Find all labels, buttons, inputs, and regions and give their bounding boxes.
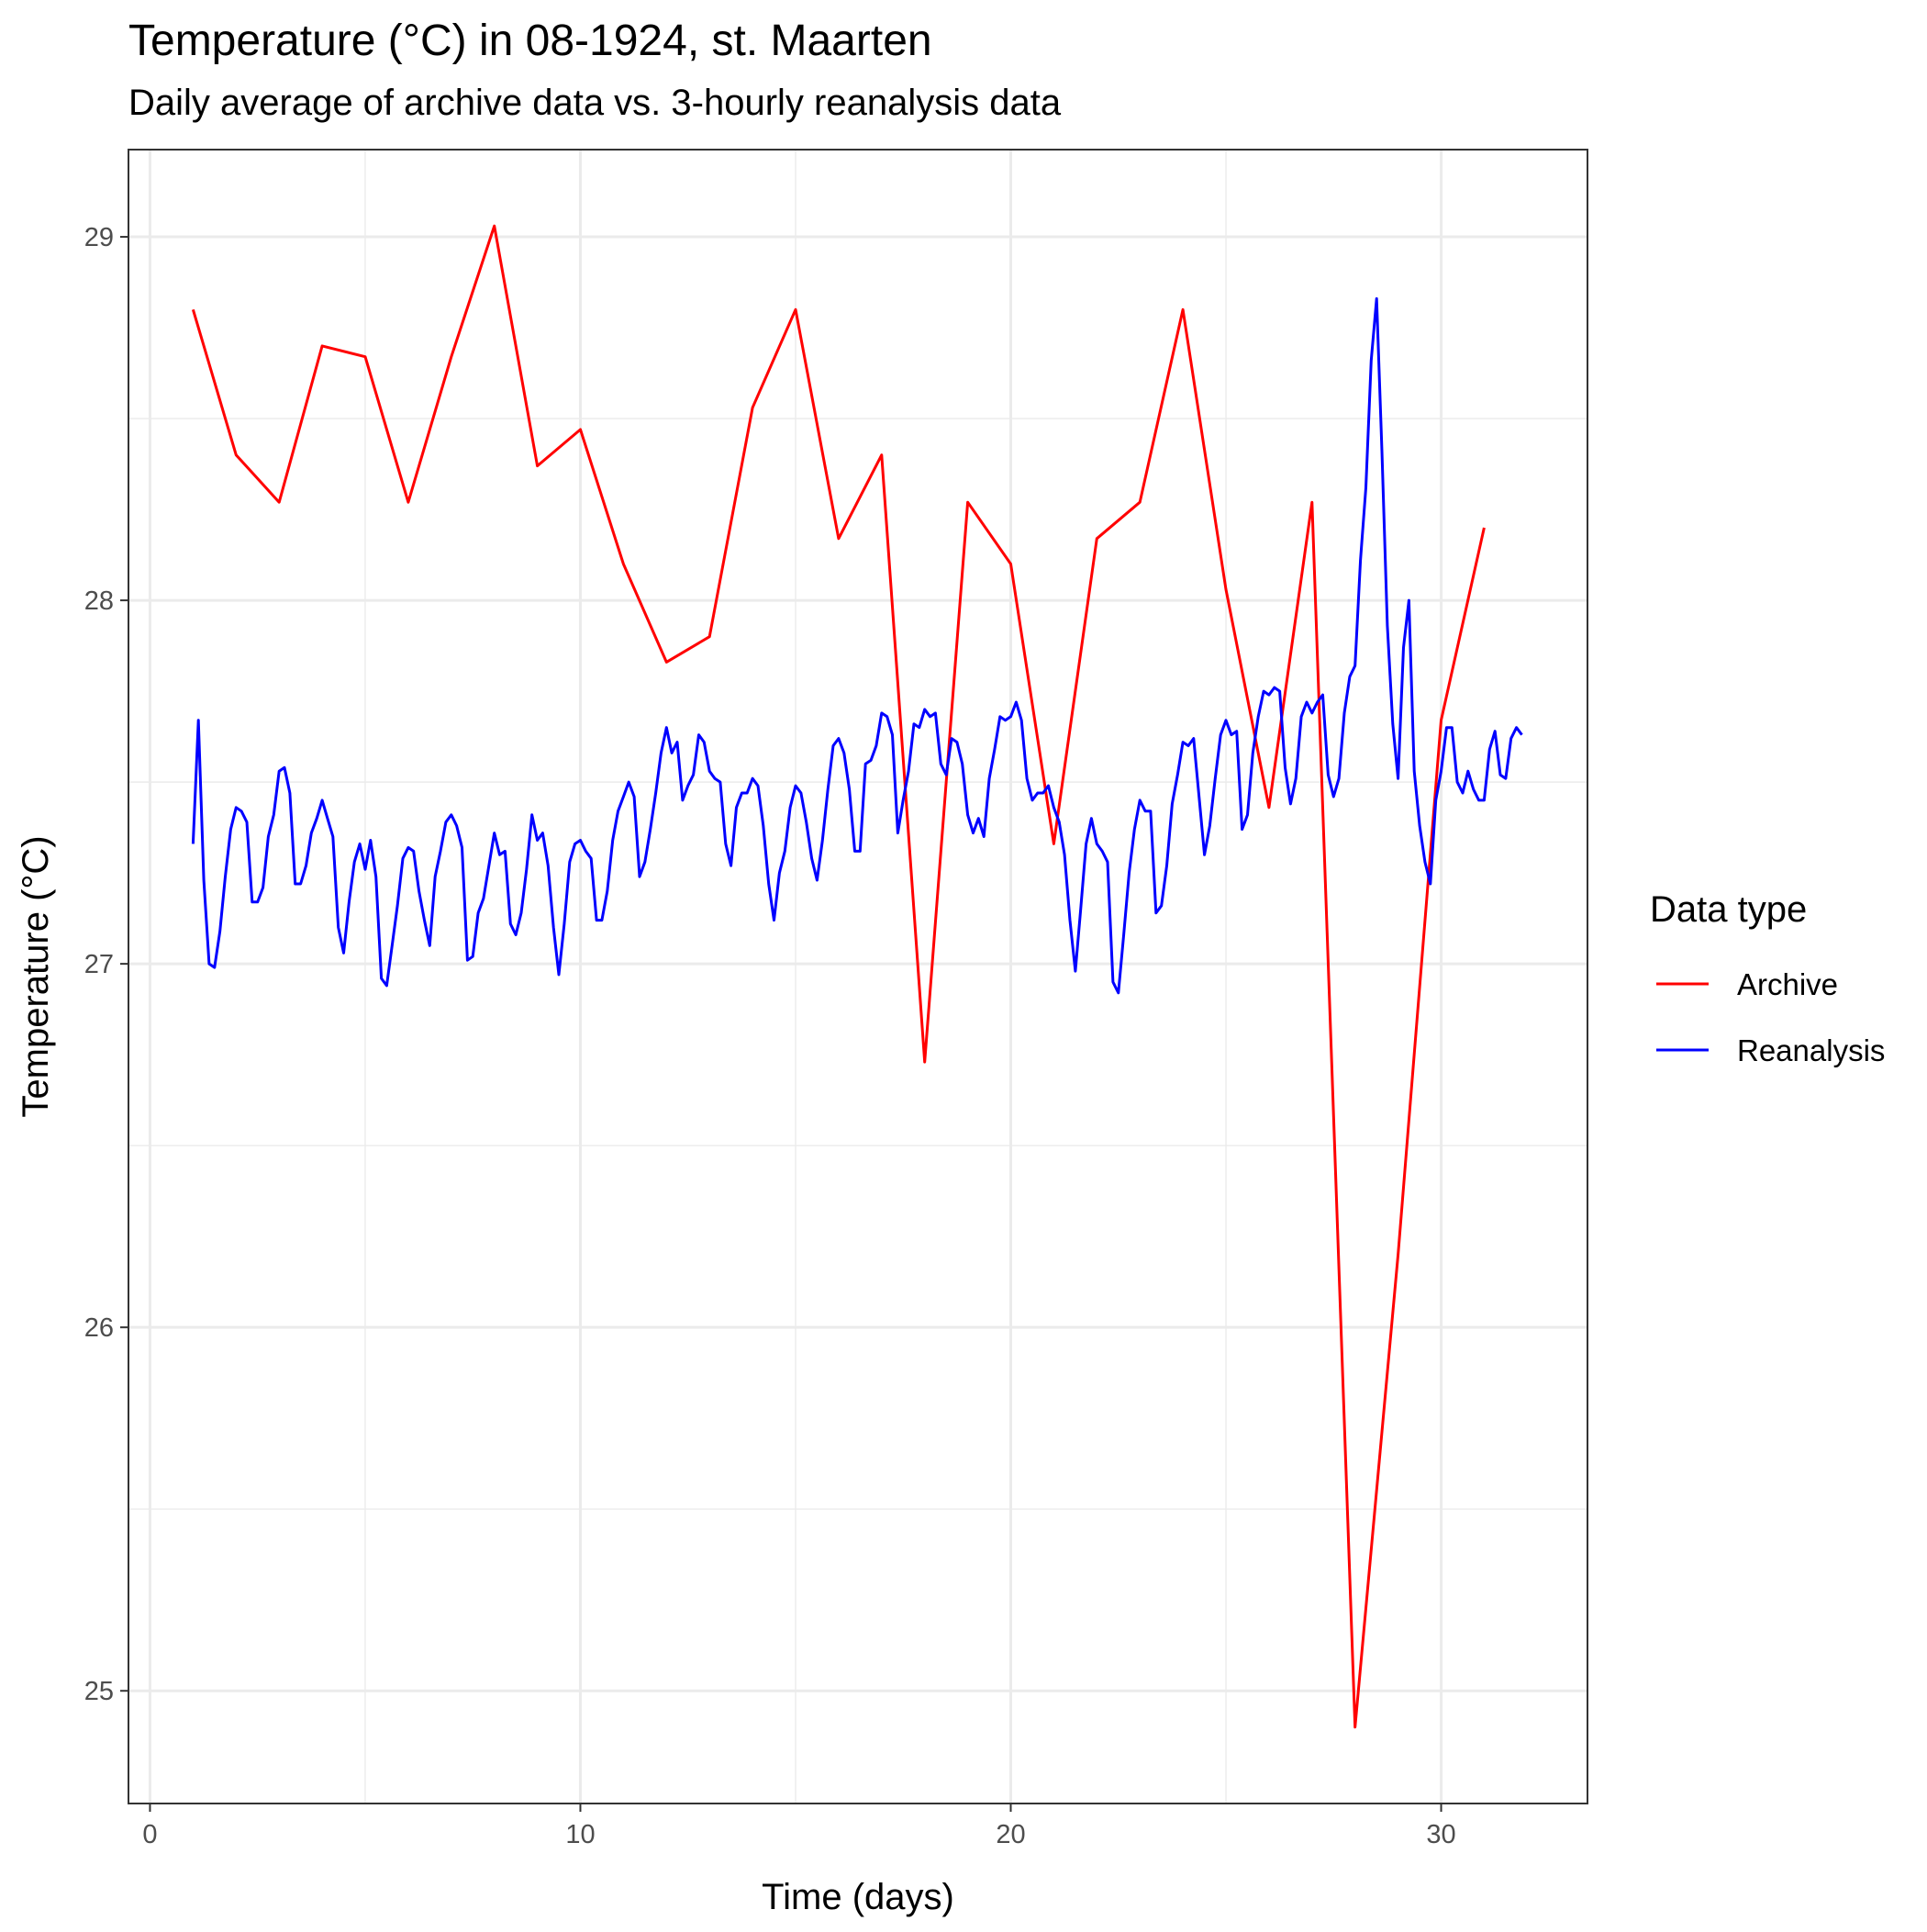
axis-layer: 0 10 20 30 25 26 27 28 29 xyxy=(84,223,1456,1849)
x-tick-label: 20 xyxy=(996,1820,1025,1849)
plot-panel-border xyxy=(128,149,1588,1804)
y-tick-label: 28 xyxy=(84,586,114,616)
y-tick-label: 29 xyxy=(84,223,114,252)
x-tick-label: 10 xyxy=(565,1820,595,1849)
x-tick-label: 0 xyxy=(142,1820,157,1849)
legend-label-reanalysis: Reanalysis xyxy=(1737,1033,1885,1067)
y-tick-label: 27 xyxy=(84,950,114,979)
series-layer xyxy=(191,224,1523,1729)
y-tick-label: 25 xyxy=(84,1677,114,1706)
chart-title: Temperature (°C) in 08-1924, st. Maarten xyxy=(128,17,932,65)
y-tick-label: 26 xyxy=(84,1313,114,1343)
x-axis-label: Time (days) xyxy=(762,1877,954,1917)
legend-label-archive: Archive xyxy=(1737,967,1838,1001)
legend: Data type Archive Reanalysis xyxy=(1650,889,1885,1067)
chart-subtitle: Daily average of archive data vs. 3-hour… xyxy=(128,83,1062,123)
series-line-archive xyxy=(191,224,1486,1729)
grid-layer xyxy=(128,150,1587,1804)
x-tick-label: 30 xyxy=(1426,1820,1455,1849)
y-axis-label: Temperature (°C) xyxy=(16,835,56,1117)
series-line-reanalysis xyxy=(191,296,1523,995)
legend-title: Data type xyxy=(1650,889,1807,930)
